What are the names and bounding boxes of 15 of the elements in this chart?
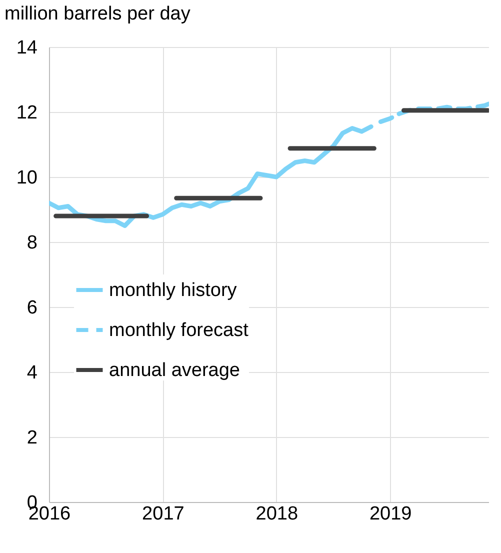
x-tick-label: 2019 — [369, 504, 412, 524]
y-tick-label: 2 — [26, 428, 38, 448]
y-tick-label: 10 — [16, 168, 38, 188]
y-tick-label: 12 — [16, 102, 38, 124]
y-tick-label: 4 — [26, 362, 38, 384]
y-tick-label: 14 — [16, 38, 38, 58]
x-tick-label: 2018 — [256, 504, 298, 524]
line-series — [378, 102, 489, 124]
legend-label: annual average — [109, 360, 240, 381]
y-tick-label: 6 — [26, 298, 38, 318]
x-tick-label: 2017 — [142, 504, 184, 524]
y-tick-label: 8 — [26, 232, 38, 254]
legend-label: monthly history — [109, 280, 238, 301]
legend-label: monthly forecast — [109, 320, 250, 341]
y-axis-title: million barrels per day — [4, 4, 191, 24]
